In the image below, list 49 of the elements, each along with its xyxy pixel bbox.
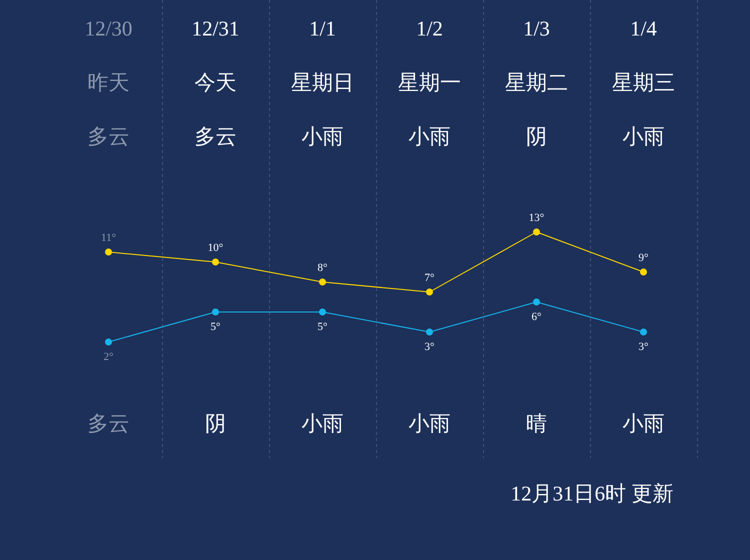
text: 小雨 bbox=[408, 124, 450, 149]
point bbox=[533, 298, 540, 306]
text: 星期二 bbox=[505, 70, 568, 95]
text: 多云 bbox=[194, 124, 236, 149]
text: 星期一 bbox=[398, 70, 461, 95]
point bbox=[426, 328, 433, 336]
x-tick-label: 1/4 bbox=[630, 16, 658, 41]
data-label: 5° bbox=[210, 320, 220, 333]
text: 多云 bbox=[88, 412, 130, 436]
point bbox=[533, 228, 540, 236]
text: 星期日 bbox=[291, 70, 354, 95]
point bbox=[105, 338, 112, 346]
text: 阴 bbox=[526, 124, 547, 149]
data-label: 3° bbox=[424, 340, 434, 353]
point bbox=[319, 308, 326, 316]
x-tick-label: 1/1 bbox=[309, 16, 336, 41]
text: 晴 bbox=[526, 412, 547, 436]
data-label: 8° bbox=[318, 262, 328, 274]
point bbox=[212, 308, 219, 316]
text: 小雨 bbox=[622, 412, 664, 436]
text: 小雨 bbox=[622, 124, 664, 149]
data-label: 11° bbox=[101, 232, 116, 244]
point bbox=[212, 258, 219, 266]
text: 多云 bbox=[88, 124, 130, 149]
data-label: 3° bbox=[638, 340, 648, 353]
text: 今天 bbox=[194, 70, 236, 95]
data-label: 5° bbox=[318, 320, 328, 333]
x-tick-label: 12/30 bbox=[84, 16, 132, 41]
data-label: 2° bbox=[104, 350, 114, 363]
point bbox=[426, 288, 433, 296]
data-label: 10° bbox=[208, 242, 224, 254]
data-label: 6° bbox=[532, 310, 542, 323]
data-label: 7° bbox=[424, 272, 434, 284]
x-tick-label: 1/2 bbox=[416, 16, 443, 41]
text: 昨天 bbox=[88, 70, 130, 95]
point bbox=[105, 248, 112, 256]
text: 星期三 bbox=[612, 70, 675, 95]
text: 阴 bbox=[205, 412, 226, 436]
x-tick-label: 1/3 bbox=[523, 16, 550, 41]
point bbox=[640, 268, 647, 276]
text: 小雨 bbox=[408, 412, 450, 436]
x-tick-label: 12/31 bbox=[192, 16, 240, 41]
point bbox=[640, 328, 647, 336]
data-label: 9° bbox=[638, 252, 648, 264]
data-label: 13° bbox=[528, 212, 544, 224]
point bbox=[319, 278, 326, 286]
text: 小雨 bbox=[302, 412, 344, 436]
text: 小雨 bbox=[302, 124, 344, 149]
text: 12月31日6时 更新 bbox=[510, 482, 674, 506]
